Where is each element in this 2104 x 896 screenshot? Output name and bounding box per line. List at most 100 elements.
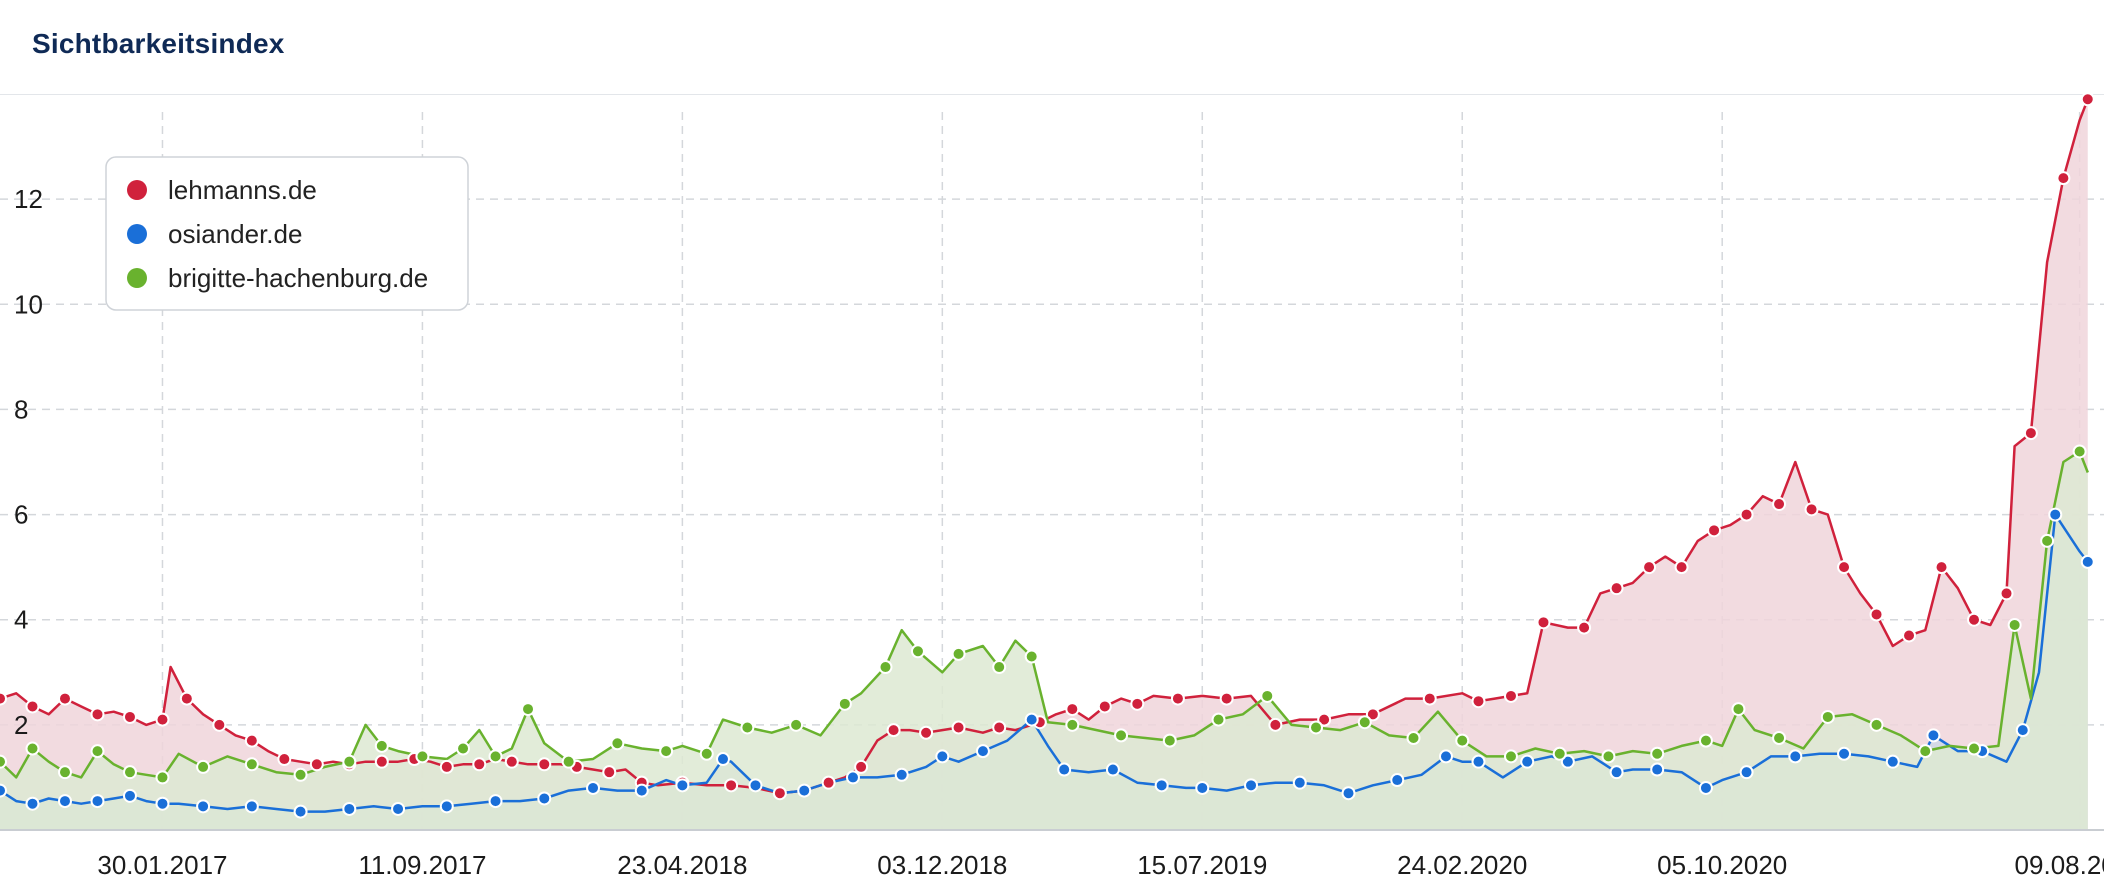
data-point[interactable] [57, 794, 72, 809]
data-point[interactable] [2080, 554, 2095, 569]
data-point[interactable] [1536, 615, 1551, 630]
data-point[interactable] [244, 757, 259, 772]
data-point[interactable] [2040, 533, 2055, 548]
legend-item[interactable]: lehmanns.de [127, 175, 317, 205]
data-point[interactable] [1365, 707, 1380, 722]
data-point[interactable] [1918, 744, 1933, 759]
data-point[interactable] [439, 759, 454, 774]
data-point[interactable] [1731, 702, 1746, 717]
data-point[interactable] [374, 738, 389, 753]
data-point[interactable] [1503, 749, 1518, 764]
data-point[interactable] [1804, 502, 1819, 517]
data-point[interactable] [1560, 754, 1575, 769]
data-point[interactable] [1357, 715, 1372, 730]
data-point[interactable] [2023, 426, 2038, 441]
data-point[interactable] [1788, 749, 1803, 764]
data-point[interactable] [342, 754, 357, 769]
data-point[interactable] [1837, 746, 1852, 761]
data-point[interactable] [1707, 523, 1722, 538]
data-point[interactable] [25, 741, 40, 756]
data-point[interactable] [244, 799, 259, 814]
data-point[interactable] [919, 725, 934, 740]
legend-item[interactable]: brigitte-hachenburg.de [127, 263, 428, 293]
data-point[interactable] [456, 741, 471, 756]
data-point[interactable] [992, 720, 1007, 735]
data-point[interactable] [1577, 620, 1592, 635]
data-point[interactable] [1837, 560, 1852, 575]
data-point[interactable] [415, 749, 430, 764]
data-point[interactable] [90, 707, 105, 722]
data-point[interactable] [854, 759, 869, 774]
data-point[interactable] [845, 770, 860, 785]
data-point[interactable] [1885, 754, 1900, 769]
data-point[interactable] [1520, 754, 1535, 769]
data-point[interactable] [293, 767, 308, 782]
data-point[interactable] [634, 783, 649, 798]
data-point[interactable] [1219, 691, 1234, 706]
data-point[interactable] [1406, 731, 1421, 745]
data-point[interactable] [25, 699, 40, 714]
data-point[interactable] [1772, 731, 1787, 745]
data-point[interactable] [1772, 497, 1787, 512]
data-point[interactable] [1097, 699, 1112, 714]
data-point[interactable] [602, 765, 617, 780]
data-point[interactable] [1650, 746, 1665, 761]
data-point[interactable] [0, 691, 7, 706]
data-point[interactable] [1698, 780, 1713, 795]
data-point[interactable] [244, 733, 259, 748]
data-point[interactable] [537, 757, 552, 772]
data-point[interactable] [155, 712, 170, 727]
data-point[interactable] [277, 752, 292, 767]
data-point[interactable] [1869, 717, 1884, 732]
data-point[interactable] [2007, 617, 2022, 632]
data-point[interactable] [2072, 444, 2087, 459]
chart-legend[interactable]: lehmanns.de osiander.de brigitte-hachenbur… [105, 156, 469, 311]
data-point[interactable] [1926, 728, 1941, 743]
data-point[interactable] [1105, 762, 1120, 777]
data-point[interactable] [878, 660, 893, 675]
data-point[interactable] [1268, 717, 1283, 732]
data-point[interactable] [715, 752, 730, 767]
data-point[interactable] [797, 783, 812, 798]
data-point[interactable] [1211, 712, 1226, 727]
data-point[interactable] [1341, 786, 1356, 801]
data-point[interactable] [740, 720, 755, 735]
data-point[interactable] [1130, 696, 1145, 711]
data-point[interactable] [1674, 560, 1689, 575]
data-point[interactable] [472, 757, 487, 772]
data-point[interactable] [488, 794, 503, 809]
data-point[interactable] [122, 765, 137, 780]
data-point[interactable] [1154, 778, 1169, 793]
data-point[interactable] [212, 717, 227, 732]
data-point[interactable] [488, 749, 503, 764]
data-point[interactable] [504, 754, 519, 769]
data-point[interactable] [1057, 762, 1072, 777]
data-point[interactable] [821, 775, 836, 790]
data-point[interactable] [1642, 560, 1657, 575]
data-point[interactable] [1292, 775, 1307, 790]
data-point[interactable] [1503, 688, 1518, 703]
data-point[interactable] [894, 767, 909, 782]
data-point[interactable] [1260, 688, 1275, 703]
data-point[interactable] [1065, 717, 1080, 732]
data-point[interactable] [2015, 723, 2030, 738]
data-point[interactable] [610, 736, 625, 751]
data-point[interactable] [122, 709, 137, 724]
data-point[interactable] [1024, 712, 1039, 727]
data-point[interactable] [886, 723, 901, 738]
data-point[interactable] [1162, 733, 1177, 748]
data-point[interactable] [1552, 746, 1567, 761]
data-point[interactable] [521, 702, 536, 717]
data-point[interactable] [1902, 628, 1917, 643]
data-point[interactable] [57, 765, 72, 780]
data-point[interactable] [57, 691, 72, 706]
data-point[interactable] [1170, 691, 1185, 706]
data-point[interactable] [1309, 720, 1324, 735]
data-point[interactable] [1609, 581, 1624, 596]
data-point[interactable] [724, 778, 739, 793]
data-point[interactable] [1195, 780, 1210, 795]
data-point[interactable] [179, 691, 194, 706]
legend-item[interactable]: osiander.de [127, 219, 302, 249]
data-point[interactable] [1650, 762, 1665, 777]
data-point[interactable] [789, 717, 804, 732]
